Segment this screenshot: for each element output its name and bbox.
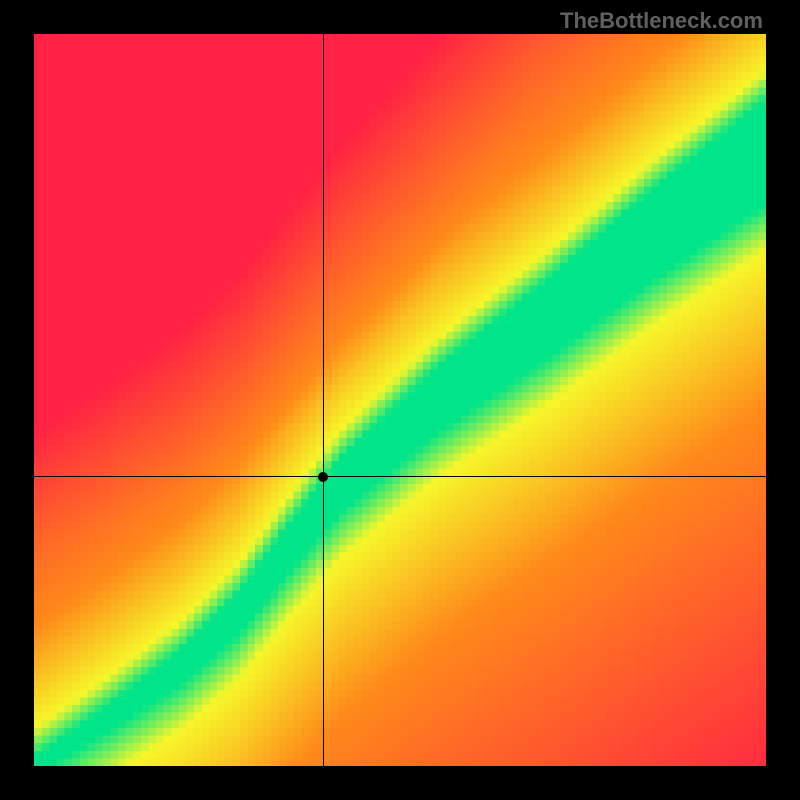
- crosshair-horizontal: [34, 476, 766, 477]
- crosshair-marker[interactable]: [318, 472, 328, 482]
- watermark-text: TheBottleneck.com: [560, 8, 763, 34]
- heatmap-canvas: [34, 34, 766, 766]
- crosshair-vertical: [323, 34, 324, 766]
- plot-area: [34, 34, 766, 766]
- chart-frame: TheBottleneck.com: [0, 0, 800, 800]
